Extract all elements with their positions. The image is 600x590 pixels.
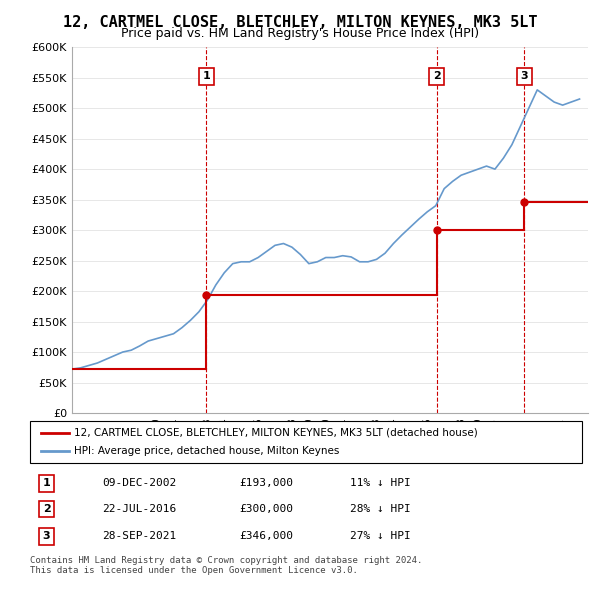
Text: £346,000: £346,000 [240,531,294,541]
Text: 09-DEC-2002: 09-DEC-2002 [102,478,176,488]
Text: 3: 3 [521,71,528,81]
Text: 28-SEP-2021: 28-SEP-2021 [102,531,176,541]
Text: 11% ↓ HPI: 11% ↓ HPI [350,478,411,488]
Text: £300,000: £300,000 [240,504,294,514]
Text: 27% ↓ HPI: 27% ↓ HPI [350,531,411,541]
Text: HPI: Average price, detached house, Milton Keynes: HPI: Average price, detached house, Milt… [74,446,340,456]
FancyBboxPatch shape [30,421,582,463]
Text: Price paid vs. HM Land Registry's House Price Index (HPI): Price paid vs. HM Land Registry's House … [121,27,479,40]
Text: 1: 1 [43,478,50,488]
Text: Contains HM Land Registry data © Crown copyright and database right 2024.
This d: Contains HM Land Registry data © Crown c… [30,556,422,575]
Text: 22-JUL-2016: 22-JUL-2016 [102,504,176,514]
Text: 28% ↓ HPI: 28% ↓ HPI [350,504,411,514]
Text: 12, CARTMEL CLOSE, BLETCHLEY, MILTON KEYNES, MK3 5LT: 12, CARTMEL CLOSE, BLETCHLEY, MILTON KEY… [63,15,537,30]
Text: 3: 3 [43,531,50,541]
Text: 2: 2 [43,504,50,514]
Text: £193,000: £193,000 [240,478,294,488]
Text: 1: 1 [202,71,210,81]
Text: 2: 2 [433,71,440,81]
Text: 12, CARTMEL CLOSE, BLETCHLEY, MILTON KEYNES, MK3 5LT (detached house): 12, CARTMEL CLOSE, BLETCHLEY, MILTON KEY… [74,428,478,438]
